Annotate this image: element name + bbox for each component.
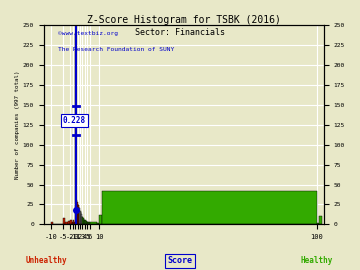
Bar bbox=[81, 214, 82, 224]
Bar bbox=[72, 222, 73, 224]
Bar bbox=[86, 221, 87, 224]
Bar bbox=[68, 221, 70, 224]
Bar bbox=[89, 222, 90, 224]
Bar bbox=[87, 222, 88, 224]
Bar bbox=[78, 205, 79, 224]
Bar bbox=[99, 215, 102, 224]
Bar bbox=[66, 222, 68, 224]
Bar bbox=[88, 222, 89, 224]
Bar bbox=[63, 218, 66, 224]
Title: Z-Score Histogram for TSBK (2016): Z-Score Histogram for TSBK (2016) bbox=[87, 15, 281, 25]
Bar bbox=[80, 211, 81, 224]
Bar bbox=[102, 191, 317, 224]
Y-axis label: Number of companies (997 total): Number of companies (997 total) bbox=[15, 70, 20, 179]
Text: ©www.textbiz.org: ©www.textbiz.org bbox=[58, 31, 118, 36]
Text: Score: Score bbox=[167, 256, 193, 265]
Bar bbox=[317, 223, 319, 224]
Bar bbox=[77, 204, 78, 224]
Bar bbox=[90, 222, 97, 224]
Bar bbox=[85, 220, 86, 224]
Bar bbox=[51, 222, 53, 224]
Bar bbox=[75, 33, 76, 224]
Bar bbox=[70, 220, 72, 224]
Bar bbox=[79, 207, 80, 224]
Bar bbox=[73, 220, 74, 224]
Text: The Research Foundation of SUNY: The Research Foundation of SUNY bbox=[58, 47, 174, 52]
Bar bbox=[76, 201, 77, 224]
Bar bbox=[82, 217, 83, 224]
Text: Healthy: Healthy bbox=[301, 256, 333, 265]
Text: Unhealthy: Unhealthy bbox=[26, 256, 68, 265]
Bar bbox=[83, 218, 84, 224]
Bar bbox=[97, 223, 99, 224]
Bar bbox=[84, 220, 85, 224]
Bar bbox=[74, 222, 75, 224]
Bar bbox=[319, 217, 321, 224]
Text: Sector: Financials: Sector: Financials bbox=[135, 28, 225, 37]
Text: 0.228: 0.228 bbox=[63, 116, 86, 125]
